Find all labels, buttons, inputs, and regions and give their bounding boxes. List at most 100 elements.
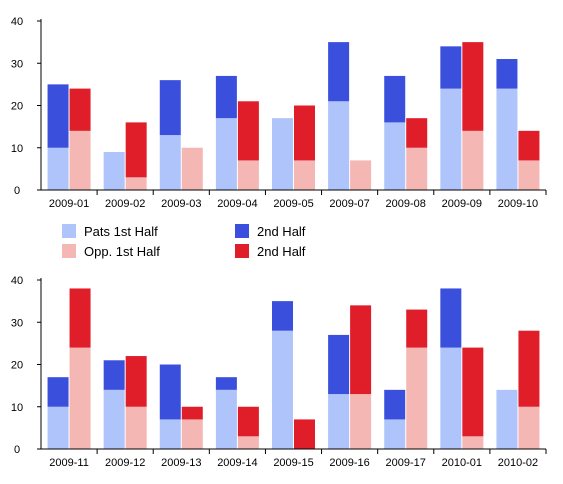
x-tick-label: 2010-01 [442, 457, 482, 469]
bar-pats-first-half [47, 406, 69, 449]
legend-swatch [62, 244, 76, 258]
bar-pats-second-half [215, 377, 237, 390]
bar-pats-first-half [215, 118, 237, 190]
bar-pats-first-half [159, 135, 181, 190]
x-tick-label: 2009-17 [386, 457, 426, 469]
bar-pats-first-half [496, 389, 518, 449]
legend-label: 2nd Half [257, 244, 306, 259]
y-tick-label: 40 [11, 16, 23, 28]
y-tick-label: 0 [14, 185, 20, 197]
bar-pats-first-half [47, 147, 69, 190]
bar-opp-first-half [518, 406, 540, 449]
bar-opp-second-half [237, 101, 259, 161]
bar-opp-second-half [125, 122, 147, 178]
y-tick-label: 10 [11, 143, 23, 155]
bar-pats-first-half [328, 101, 350, 190]
bar-opp-first-half [237, 436, 259, 449]
bar-opp-second-half [518, 130, 540, 161]
bar-opp-first-half [350, 394, 372, 449]
bar-pats-first-half [384, 122, 406, 190]
bar-opp-first-half [350, 160, 372, 190]
y-tick-label: 0 [14, 444, 20, 456]
bar-pats-second-half [440, 46, 462, 89]
bar-opp-first-half [518, 160, 540, 190]
bar-opp-first-half [237, 160, 259, 190]
bar-opp-first-half [69, 130, 91, 190]
bar-pats-first-half [272, 118, 293, 190]
bar-opp-second-half [237, 406, 259, 437]
bar-pats-second-half [440, 288, 462, 348]
bar-opp-second-half [181, 406, 203, 420]
bar-pats-first-half [103, 151, 125, 190]
bar-opp-first-half [181, 147, 203, 190]
bar-pats-first-half [103, 389, 125, 449]
bar-opp-second-half [69, 288, 91, 348]
bar-pats-second-half [384, 389, 406, 420]
bar-opp-second-half [350, 305, 372, 395]
bar-pats-second-half [159, 80, 181, 136]
bar-opp-second-half [462, 347, 484, 437]
bar-opp-first-half [69, 347, 91, 449]
bar-pats-second-half [47, 377, 69, 407]
bar-opp-first-half [462, 130, 484, 190]
x-tick-label: 2010-02 [498, 457, 538, 469]
y-tick-label: 20 [11, 101, 23, 113]
y-tick-label: 10 [11, 402, 23, 414]
bar-opp-second-half [294, 105, 315, 161]
legend-swatch [62, 224, 76, 238]
bar-pats-first-half [328, 394, 350, 449]
bar-pats-first-half [384, 419, 406, 449]
x-tick-label: 2009-14 [217, 457, 257, 469]
x-tick-label: 2009-12 [105, 457, 145, 469]
bar-opp-second-half [69, 88, 91, 131]
legend-swatch [235, 244, 249, 258]
legend-label: 2nd Half [257, 224, 306, 239]
x-tick-label: 2009-08 [386, 198, 426, 210]
bar-opp-first-half [294, 160, 315, 190]
y-tick-label: 20 [11, 360, 23, 372]
bar-opp-first-half [406, 147, 428, 190]
bar-pats-first-half [215, 389, 237, 449]
bar-opp-second-half [125, 356, 147, 407]
bar-opp-second-half [294, 419, 315, 449]
x-tick-label: 2009-04 [217, 198, 257, 210]
bar-opp-first-half [125, 177, 147, 190]
y-tick-label: 30 [11, 317, 23, 329]
bar-opp-first-half [181, 419, 203, 449]
bar-opp-first-half [462, 436, 484, 449]
bar-pats-first-half [440, 88, 462, 190]
bar-pats-second-half [159, 364, 181, 420]
legend-swatch [235, 224, 249, 238]
y-tick-label: 40 [11, 275, 23, 287]
x-tick-label: 2009-16 [329, 457, 369, 469]
x-tick-label: 2009-01 [49, 198, 89, 210]
bar-pats-first-half [496, 88, 518, 190]
legend-label: Opp. 1st Half [84, 244, 160, 259]
bar-opp-second-half [406, 118, 428, 148]
bar-pats-second-half [496, 59, 518, 89]
x-tick-label: 2009-05 [273, 198, 313, 210]
bar-pats-first-half [440, 347, 462, 449]
bar-opp-second-half [406, 309, 428, 348]
bar-pats-second-half [384, 75, 406, 123]
y-tick-label: 30 [11, 58, 23, 70]
bar-opp-second-half [518, 330, 540, 407]
bar-pats-second-half [103, 360, 125, 390]
bar-pats-second-half [328, 334, 350, 395]
bar-pats-second-half [272, 301, 293, 331]
x-tick-label: 2009-02 [105, 198, 145, 210]
x-tick-label: 2009-11 [49, 457, 89, 469]
x-tick-label: 2009-15 [273, 457, 313, 469]
bar-pats-second-half [215, 75, 237, 119]
x-tick-label: 2009-10 [498, 198, 538, 210]
x-tick-label: 2009-03 [161, 198, 201, 210]
bar-opp-first-half [125, 406, 147, 449]
bar-opp-second-half [462, 42, 484, 131]
bar-pats-first-half [272, 330, 293, 449]
bar-opp-first-half [406, 347, 428, 449]
bar-pats-second-half [47, 84, 69, 148]
x-tick-label: 2009-09 [442, 198, 482, 210]
legend-label: Pats 1st Half [84, 224, 158, 239]
x-tick-label: 2009-07 [329, 198, 369, 210]
